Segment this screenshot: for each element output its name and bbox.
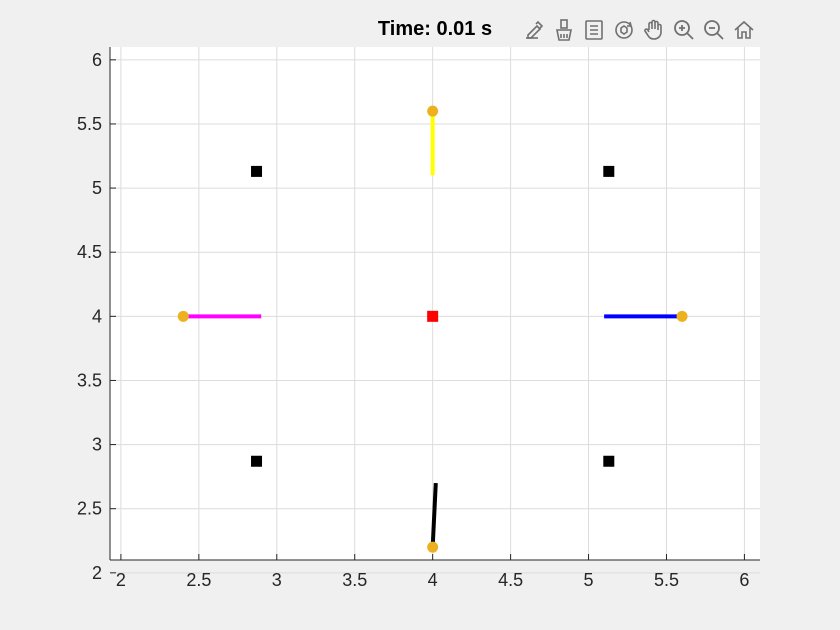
brush-edit-icon[interactable] — [520, 16, 548, 44]
y-tick-label: 2 — [92, 563, 102, 583]
x-tick-label: 4 — [428, 570, 438, 590]
x-tick-label: 5.5 — [654, 570, 679, 590]
pendulum-ball — [177, 310, 189, 322]
x-tick-label: 2.5 — [186, 570, 211, 590]
center-marker — [427, 310, 439, 322]
home-icon[interactable] — [730, 16, 758, 44]
anchor-marker — [251, 165, 263, 177]
y-tick-label: 3.5 — [77, 370, 102, 390]
y-tick-label: 3 — [92, 435, 102, 455]
chart-title: Time: 0.01 s — [377, 18, 493, 40]
x-tick-label: 5 — [584, 570, 594, 590]
y-tick-label: 6 — [92, 50, 102, 70]
y-tick-label: 2.5 — [77, 499, 102, 519]
anchor-marker — [603, 455, 615, 467]
pendulum-ball — [427, 541, 439, 553]
brush-data-icon[interactable] — [550, 16, 578, 44]
anchor-marker — [251, 455, 263, 467]
zoom-in-icon[interactable] — [670, 16, 698, 44]
x-tick-label: 6 — [739, 570, 749, 590]
y-tick-label: 4.5 — [77, 242, 102, 262]
pendulum-ball — [676, 310, 688, 322]
plot-area — [110, 47, 760, 560]
x-tick-label: 2 — [116, 570, 126, 590]
zoom-out-icon[interactable] — [700, 16, 728, 44]
anchor-marker — [603, 165, 615, 177]
y-tick-label: 4 — [92, 306, 102, 326]
y-tick-label: 5.5 — [77, 114, 102, 134]
y-tick-label: 5 — [92, 178, 102, 198]
x-tick-label: 3 — [272, 570, 282, 590]
x-tick-label: 3.5 — [342, 570, 367, 590]
rotate-3d-icon[interactable] — [610, 16, 638, 44]
data-tips-icon[interactable] — [580, 16, 608, 44]
pan-hand-icon[interactable] — [640, 16, 668, 44]
pendulum-ball — [427, 105, 439, 117]
axes-toolbar — [520, 16, 758, 46]
pendulum-rod — [430, 482, 438, 548]
x-tick-label: 4.5 — [498, 570, 523, 590]
